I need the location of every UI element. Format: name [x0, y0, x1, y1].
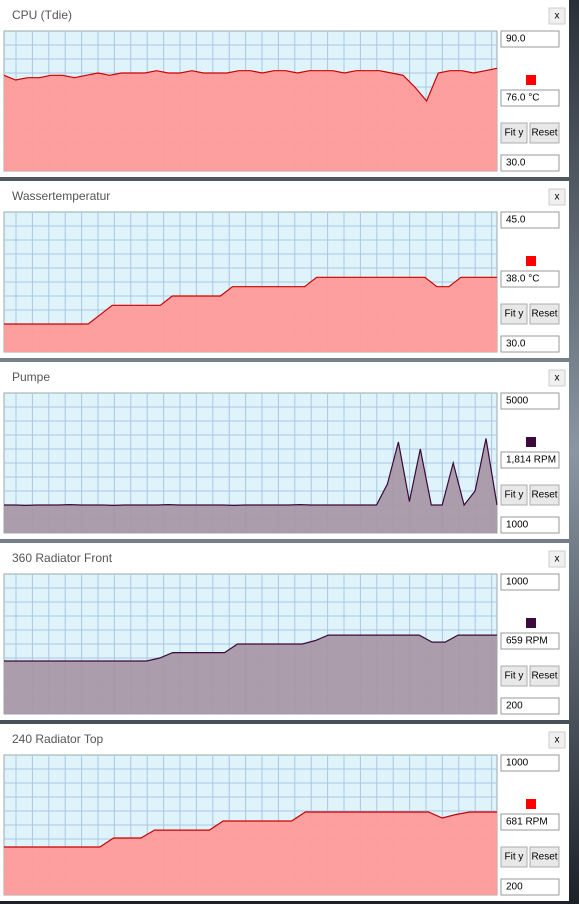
series-marker: [526, 256, 536, 266]
series-marker: [526, 799, 536, 809]
limit-label: 45.0: [506, 215, 526, 226]
reset-button[interactable]: [529, 122, 560, 144]
limit-label: 200: [506, 882, 523, 893]
limit-box: [500, 154, 560, 172]
fit-button[interactable]: [500, 846, 528, 868]
fit-label: Fit y: [505, 671, 524, 682]
close-label: x: [555, 192, 560, 203]
fit-button[interactable]: [500, 665, 528, 687]
current-label: 681 RPM: [506, 817, 548, 828]
limit-label: 30.0: [506, 158, 526, 169]
reset-label: Reset: [531, 671, 557, 682]
reset-button[interactable]: [529, 484, 560, 506]
line: [4, 811, 497, 848]
fit-label: Fit y: [505, 852, 524, 863]
fit-label: Fit y: [505, 309, 524, 320]
limit-label: 1000: [506, 577, 529, 588]
close-button[interactable]: [548, 7, 566, 25]
limit-label: 5000: [506, 396, 529, 407]
current-box: [500, 89, 560, 107]
close-button[interactable]: [548, 550, 566, 568]
limit-label: 30.0: [506, 339, 526, 350]
limit-label: 1000: [506, 520, 529, 531]
current-box: [500, 270, 560, 288]
fit-button[interactable]: [500, 122, 528, 144]
current-label: 38.0 °C: [506, 274, 539, 285]
limit-box: [500, 516, 560, 534]
limit-box: [500, 392, 560, 410]
line: [4, 634, 497, 662]
line: [4, 438, 498, 507]
close-label: x: [555, 373, 560, 384]
limit-box: [500, 878, 560, 896]
series-marker: [526, 437, 536, 447]
panel-title: CPU (Tdie): [12, 8, 72, 22]
current-label: 1,814 RPM: [506, 455, 556, 466]
limit-box: [500, 573, 560, 591]
current-label: 76.0 °C: [506, 93, 539, 104]
limit-label: 90.0: [506, 34, 526, 45]
close-button[interactable]: [548, 188, 566, 206]
limit-box: [500, 697, 560, 715]
area: [4, 277, 497, 352]
line: [4, 276, 497, 325]
reset-button[interactable]: [529, 846, 560, 868]
fit-label: Fit y: [505, 490, 524, 501]
panel-title: Wassertemperatur: [12, 189, 110, 203]
series-marker: [526, 618, 536, 628]
limit-label: 1000: [506, 758, 529, 769]
area: [4, 635, 497, 714]
area: [4, 438, 497, 533]
fit-button[interactable]: [500, 484, 528, 506]
current-box: [500, 451, 560, 469]
close-button[interactable]: [548, 731, 566, 749]
reset-label: Reset: [531, 852, 557, 863]
close-label: x: [555, 11, 560, 22]
close-button[interactable]: [548, 369, 566, 387]
series-marker: [526, 75, 536, 85]
panel-title: 240 Radiator Top: [12, 732, 104, 746]
reset-label: Reset: [531, 309, 557, 320]
fit-button[interactable]: [500, 303, 528, 325]
limit-box: [500, 30, 560, 48]
area: [4, 812, 497, 895]
line: [3, 67, 498, 103]
panel-title: 360 Radiator Front: [12, 551, 113, 565]
current-box: [500, 632, 560, 650]
reset-button[interactable]: [529, 303, 560, 325]
reset-label: Reset: [531, 128, 557, 139]
area: [4, 68, 497, 171]
current-box: [500, 813, 560, 831]
limit-box: [500, 211, 560, 229]
panel-title: Pumpe: [12, 370, 50, 384]
limit-box: [500, 754, 560, 772]
close-label: x: [555, 554, 560, 565]
fit-label: Fit y: [505, 128, 524, 139]
current-label: 659 RPM: [506, 636, 548, 647]
close-label: x: [555, 735, 560, 746]
limit-label: 200: [506, 701, 523, 712]
reset-label: Reset: [531, 490, 557, 501]
reset-button[interactable]: [529, 665, 560, 687]
limit-box: [500, 335, 560, 353]
